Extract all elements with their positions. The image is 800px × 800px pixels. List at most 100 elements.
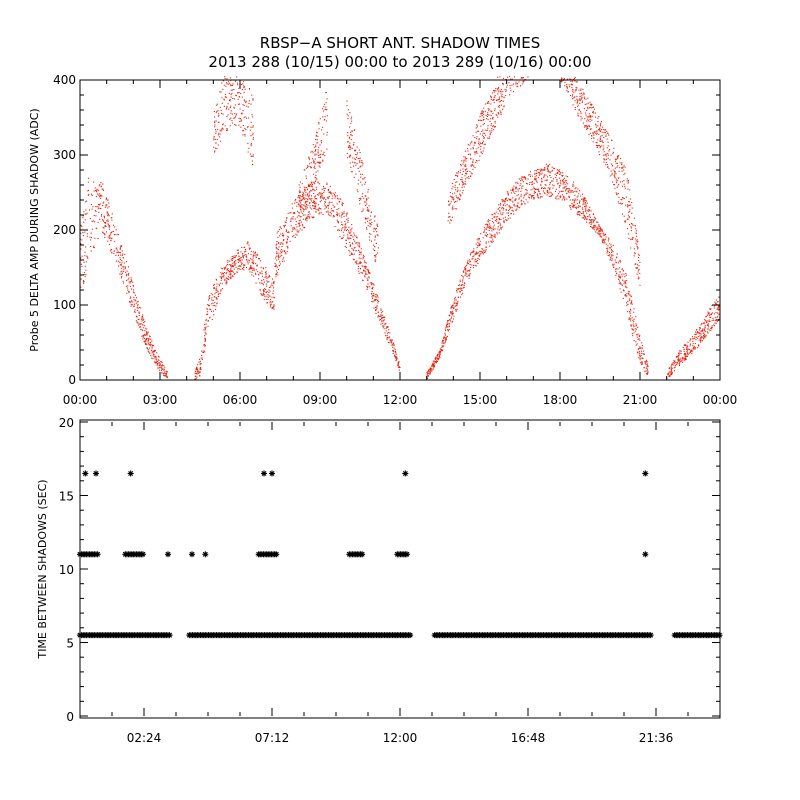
delta-amp-point-band-0 — [133, 305, 135, 307]
delta-amp-point-band-0 — [105, 205, 107, 207]
delta-amp-point-band-0 — [83, 271, 85, 274]
delta-amp-point-band-0 — [142, 327, 144, 329]
delta-amp-point-band-9 — [711, 325, 713, 327]
delta-amp-point-band-4 — [476, 148, 478, 150]
delta-amp-point-band-1 — [270, 304, 272, 306]
delta-amp-point-band-5 — [614, 187, 616, 189]
delta-amp-point-band-1 — [219, 292, 221, 295]
delta-amp-point-band-3 — [437, 359, 439, 361]
delta-amp-point-band-2 — [285, 231, 287, 233]
delta-amp-point-band-0 — [152, 344, 155, 346]
delta-amp-point-band-0 — [111, 213, 113, 215]
top-x-tick-label: 18:00 — [543, 393, 578, 407]
delta-amp-point-band-0 — [130, 277, 132, 279]
delta-amp-point-band-7 — [303, 210, 305, 212]
delta-amp-point-band-6 — [246, 105, 248, 107]
delta-amp-point-band-0 — [93, 246, 95, 248]
delta-amp-point-band-7 — [324, 116, 326, 118]
delta-amp-point-band-8 — [374, 260, 376, 263]
delta-amp-point-band-3 — [610, 256, 612, 258]
delta-amp-point-band-0 — [124, 253, 126, 255]
delta-amp-point-band-3 — [597, 228, 599, 230]
delta-amp-point-band-5 — [631, 201, 633, 204]
delta-amp-point-band-0 — [100, 185, 102, 187]
delta-amp-point-band-6 — [218, 136, 220, 138]
delta-amp-point-band-0 — [81, 255, 83, 257]
delta-amp-point-band-4 — [452, 199, 455, 201]
delta-amp-point-band-3 — [478, 243, 480, 246]
delta-amp-point-band-5 — [589, 107, 591, 109]
delta-amp-point-band-0 — [85, 274, 87, 276]
delta-amp-point-band-2 — [390, 339, 392, 341]
delta-amp-point-band-7 — [319, 144, 321, 146]
delta-amp-point-band-9 — [685, 354, 687, 356]
delta-amp-point-band-5 — [599, 129, 601, 131]
delta-amp-point-band-2 — [302, 218, 305, 220]
delta-amp-point-band-2 — [282, 235, 284, 237]
delta-amp-point-band-3 — [502, 204, 504, 206]
delta-amp-point-band-1 — [199, 371, 201, 373]
delta-amp-point-band-8 — [376, 224, 378, 226]
delta-amp-point-band-3 — [570, 191, 572, 193]
delta-amp-point-band-8 — [374, 229, 377, 231]
delta-amp-point-band-4 — [497, 93, 499, 95]
delta-amp-point-band-2 — [302, 225, 304, 227]
delta-amp-point-band-0 — [87, 181, 89, 183]
delta-amp-point-band-1 — [204, 351, 206, 353]
delta-amp-point-band-5 — [607, 166, 609, 168]
delta-amp-point-band-2 — [323, 185, 325, 188]
delta-amp-point-band-2 — [372, 301, 374, 303]
delta-amp-point-band-0 — [109, 236, 111, 238]
delta-amp-point-band-1 — [217, 293, 220, 295]
delta-amp-point-band-1 — [224, 268, 226, 270]
delta-amp-point-band-1 — [225, 282, 227, 284]
delta-amp-point-band-9 — [704, 319, 706, 321]
delta-amp-point-band-0 — [144, 340, 146, 342]
delta-amp-point-band-5 — [623, 183, 625, 185]
delta-amp-point-band-6 — [235, 124, 237, 126]
delta-amp-point-band-3 — [595, 231, 597, 233]
delta-amp-point-band-2 — [394, 355, 396, 358]
delta-amp-point-band-3 — [625, 286, 627, 288]
delta-amp-point-band-4 — [451, 196, 453, 199]
delta-amp-point-band-3 — [592, 226, 594, 229]
delta-amp-point-band-0 — [149, 347, 151, 349]
delta-amp-point-band-4 — [486, 114, 488, 116]
delta-amp-point-band-9 — [704, 324, 706, 327]
delta-amp-point-band-4 — [462, 163, 464, 165]
delta-amp-point-band-6 — [226, 78, 228, 80]
delta-amp-point-band-3 — [477, 241, 479, 243]
delta-amp-point-band-8 — [346, 104, 348, 107]
delta-amp-point-band-3 — [544, 188, 546, 190]
delta-amp-point-band-3 — [543, 177, 545, 179]
delta-amp-point-band-2 — [384, 316, 386, 318]
delta-amp-point-band-3 — [562, 183, 564, 185]
delta-amp-point-band-5 — [597, 117, 599, 119]
delta-amp-point-band-5 — [602, 141, 604, 144]
delta-amp-point-band-0 — [103, 215, 105, 217]
delta-amp-point-band-1 — [253, 252, 255, 254]
delta-amp-point-band-2 — [352, 249, 354, 251]
delta-amp-point-band-2 — [342, 236, 344, 238]
delta-amp-point-band-2 — [285, 241, 287, 243]
delta-amp-point-band-3 — [600, 229, 602, 232]
delta-amp-point-band-5 — [626, 228, 628, 230]
delta-amp-point-band-0 — [156, 363, 158, 365]
delta-amp-point-band-2 — [315, 186, 317, 188]
delta-amp-point-band-3 — [472, 250, 474, 252]
delta-amp-point-band-3 — [433, 364, 435, 366]
delta-amp-point-band-3 — [456, 291, 458, 293]
delta-amp-point-band-3 — [549, 187, 551, 189]
delta-amp-point-band-8 — [350, 122, 352, 124]
delta-amp-point-band-0 — [106, 220, 108, 222]
delta-amp-point-band-2 — [353, 259, 355, 261]
delta-amp-point-band-3 — [525, 177, 527, 179]
delta-amp-point-band-3 — [573, 185, 575, 187]
delta-amp-point-band-2 — [320, 197, 322, 199]
delta-amp-point-band-3 — [489, 223, 491, 225]
delta-amp-point-band-9 — [687, 352, 689, 354]
delta-amp-point-band-4 — [462, 170, 464, 173]
delta-amp-point-band-8 — [368, 210, 370, 212]
delta-amp-point-band-2 — [380, 309, 382, 311]
delta-amp-point-band-3 — [628, 290, 630, 292]
